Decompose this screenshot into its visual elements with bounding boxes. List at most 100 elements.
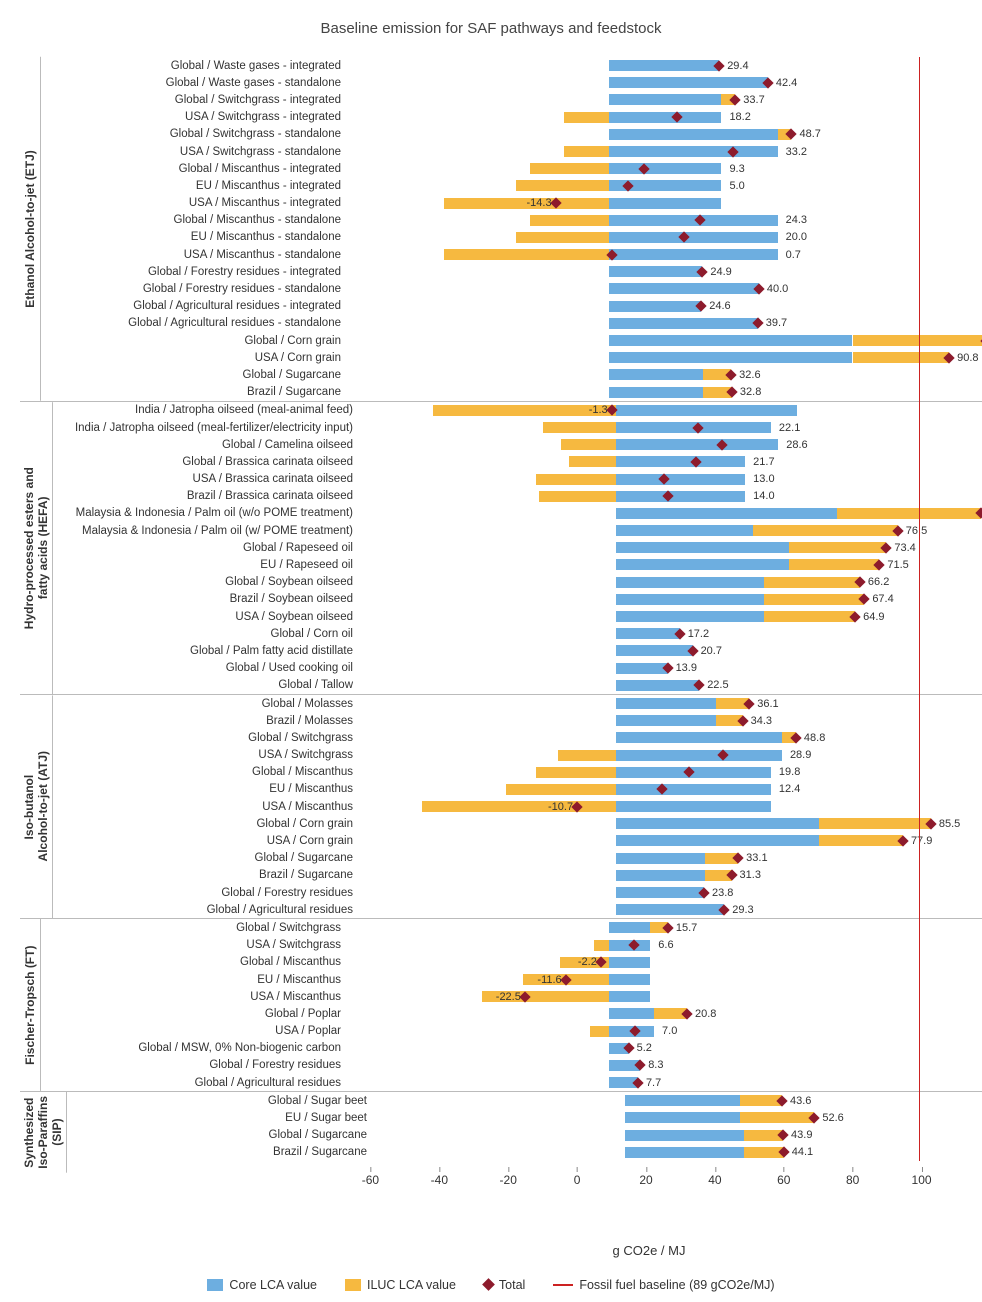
iluc-bar <box>539 491 616 502</box>
core-bar <box>625 1095 740 1106</box>
row-label: Global / Sugar beet <box>67 1095 373 1107</box>
total-value: 8.3 <box>648 1059 663 1071</box>
row-label: Global / Soybean oilseed <box>53 576 359 588</box>
core-bar <box>616 870 704 881</box>
bar-track-container: 13.0 <box>359 471 982 488</box>
legend-core: Core LCA value <box>207 1278 317 1292</box>
row-label: Global / MSW, 0% Non-biogenic carbon <box>41 1042 347 1054</box>
core-bar <box>609 112 721 123</box>
x-tick: -60 <box>362 1173 379 1187</box>
iluc-bar <box>764 611 856 622</box>
row-label: Global / Switchgrass <box>53 732 359 744</box>
group: Fischer-Tropsch (FT)Global / Switchgrass… <box>20 918 982 1091</box>
total-value: -11.6 <box>537 974 561 986</box>
data-row: USA / Brassica carinata oilseed13.0 <box>53 471 982 488</box>
total-value: 20.7 <box>701 645 722 657</box>
bar-track-container: 33.2 <box>347 143 982 160</box>
core-bar <box>609 957 650 968</box>
core-bar <box>616 525 752 536</box>
bar-track-container: -11.6 <box>347 971 982 988</box>
total-value: 85.5 <box>939 818 960 830</box>
data-row: USA / Miscanthus - integrated-14.3 <box>41 195 982 212</box>
total-value: 28.9 <box>790 749 811 761</box>
legend: Core LCA value ILUC LCA value Total Foss… <box>20 1278 962 1292</box>
total-value: 32.6 <box>739 369 760 381</box>
row-label: EU / Miscanthus - standalone <box>41 231 347 243</box>
total-value: 18.2 <box>729 111 750 123</box>
iluc-bar <box>789 559 879 570</box>
group: Hydro-processed esters and fatty acids (… <box>20 401 982 694</box>
data-row: Global / Sugar beet43.6 <box>67 1092 982 1109</box>
data-row: USA / Miscanthus-10.7 <box>53 798 982 815</box>
total-value: 48.8 <box>804 732 825 744</box>
core-bar <box>616 491 745 502</box>
groups-container: Ethanol Alcohol-to-jet (ETJ)Global / Was… <box>20 57 982 1173</box>
row-label: EU / Rapeseed oil <box>53 559 359 571</box>
data-row: Brazil / Molasses34.3 <box>53 712 982 729</box>
bar-track-container: 52.6 <box>373 1109 982 1126</box>
core-bar <box>616 559 789 570</box>
row-label: Global / Switchgrass - standalone <box>41 128 347 140</box>
core-bar <box>625 1147 744 1158</box>
data-row: USA / Soybean oilseed64.9 <box>53 608 982 625</box>
row-label: USA / Switchgrass <box>41 939 347 951</box>
total-value: 34.3 <box>751 715 772 727</box>
row-label: Brazil / Sugarcane <box>67 1146 373 1158</box>
iluc-bar <box>536 767 617 778</box>
total-value: 12.4 <box>779 783 800 795</box>
row-label: Global / Agricultural residues <box>41 1077 347 1089</box>
group: Synthesized Iso-Paraffins (SIP)Global / … <box>20 1091 982 1173</box>
bar-track-container: 20.8 <box>347 1005 982 1022</box>
row-label: Global / Switchgrass <box>41 922 347 934</box>
x-axis-label: g CO2e / MJ <box>336 1243 962 1258</box>
bar-track-container: 0.7 <box>347 246 982 263</box>
total-value: 0.7 <box>786 249 801 261</box>
bar-track-container: 48.7 <box>347 126 982 143</box>
data-row: USA / Miscanthus - standalone0.7 <box>41 246 982 263</box>
data-row: Brazil / Sugarcane32.8 <box>41 384 982 401</box>
row-label: Brazil / Brassica carinata oilseed <box>53 490 359 502</box>
row-label: Global / Agricultural residues <box>53 904 359 916</box>
core-bar <box>616 715 715 726</box>
data-row: Global / Corn grain85.5 <box>53 815 982 832</box>
iluc-bar <box>819 818 931 829</box>
bar-track-container: 73.4 <box>359 539 982 556</box>
data-row: EU / Miscanthus - integrated5.0 <box>41 177 982 194</box>
iluc-bar <box>558 750 617 761</box>
data-row: Global / Switchgrass - integrated33.7 <box>41 91 982 108</box>
data-row: Brazil / Soybean oilseed67.4 <box>53 591 982 608</box>
bar-track-container: 9.3 <box>347 160 982 177</box>
row-label: Global / Miscanthus <box>41 956 347 968</box>
bar-track-container: 36.1 <box>359 695 982 712</box>
bar-track-container: 39.7 <box>347 315 982 332</box>
bar-track-container: 90.8 <box>347 349 982 366</box>
row-label: USA / Switchgrass <box>53 749 359 761</box>
core-bar <box>609 146 778 157</box>
data-row: Global / Sugarcane32.6 <box>41 366 982 383</box>
row-label: USA / Poplar <box>41 1025 347 1037</box>
bar-track-container: 20.7 <box>359 642 982 659</box>
total-value: 19.8 <box>779 766 800 778</box>
core-bar <box>609 129 778 140</box>
bar-track-container: 15.7 <box>347 919 982 936</box>
total-value: 90.8 <box>957 352 978 364</box>
data-row: Global / Agricultural residues 29.3 <box>53 901 982 918</box>
total-value: 29.3 <box>732 904 753 916</box>
bar-track-container: 5.2 <box>347 1040 982 1057</box>
bar-track-container: 23.8 <box>359 884 982 901</box>
core-bar <box>609 369 703 380</box>
row-label: USA / Miscanthus - integrated <box>41 197 347 209</box>
bar-track-container: 43.6 <box>373 1092 982 1109</box>
core-bar <box>609 94 721 105</box>
core-bar <box>609 991 650 1002</box>
total-value: 20.8 <box>695 1008 716 1020</box>
total-value: 17.2 <box>688 628 709 640</box>
total-value: 33.7 <box>743 94 764 106</box>
data-row: Global / Soybean oilseed66.2 <box>53 574 982 591</box>
total-value: 28.6 <box>786 439 807 451</box>
data-row: Global / Switchgrass 48.8 <box>53 729 982 746</box>
data-row: Global / Forestry residues - standalone4… <box>41 280 982 297</box>
data-row: India / Jatropha oilseed (meal-fertilize… <box>53 419 982 436</box>
data-row: EU / Sugar beet52.6 <box>67 1109 982 1126</box>
row-label: Brazil / Sugarcane <box>41 386 347 398</box>
